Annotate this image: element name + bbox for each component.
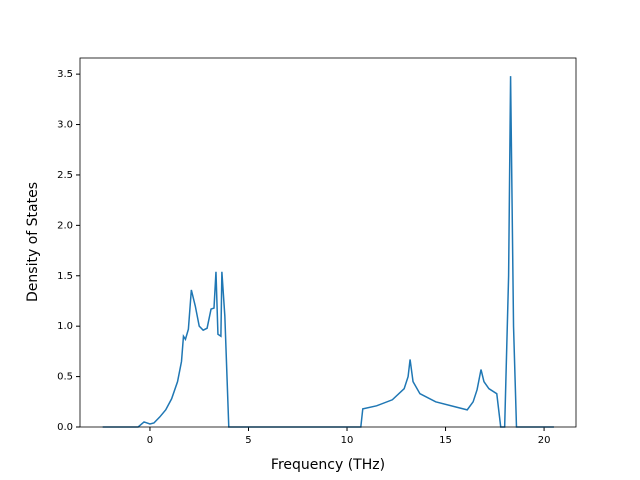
y-tick-label: 1.0 [57, 321, 73, 332]
y-axis-label: Density of States [25, 182, 41, 302]
line [102, 76, 554, 428]
x-axis-label: Frequency (THz) [271, 457, 385, 473]
x-tick-label: 5 [245, 435, 251, 446]
x-tick-label: 0 [147, 435, 153, 446]
y-tick-label: 1.5 [57, 271, 73, 282]
x-tick-label: 20 [538, 435, 551, 446]
y-tick-label: 2.0 [57, 220, 73, 231]
y-tick-label: 0.5 [57, 372, 73, 383]
y-tick-label: 2.5 [57, 170, 73, 181]
y-tick-label: 3.5 [57, 69, 73, 80]
plot-frame [79, 57, 577, 428]
x-tick-label: 10 [341, 435, 354, 446]
y-tick-label: 3.0 [57, 120, 73, 131]
y-tick-label: 0.0 [57, 422, 73, 433]
x-tick-label: 15 [439, 435, 452, 446]
